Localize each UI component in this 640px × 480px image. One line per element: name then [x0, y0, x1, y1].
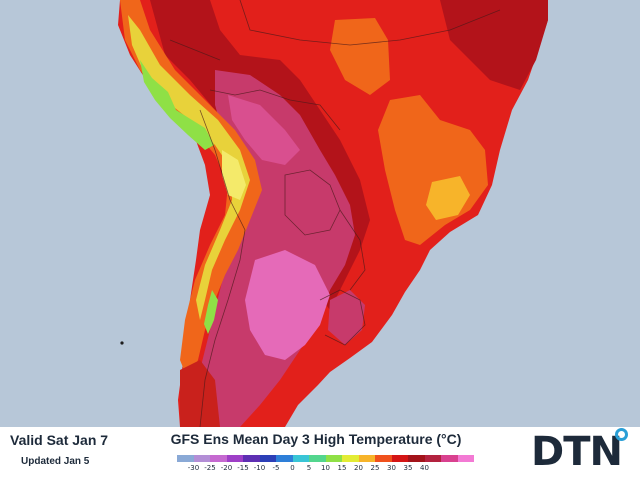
- legend-label: 10: [321, 464, 330, 472]
- legend-swatch: [226, 455, 243, 462]
- dtn-logo: DTN: [531, 429, 623, 475]
- legend-swatch: [342, 455, 359, 462]
- legend-label: -10: [253, 464, 266, 472]
- valid-date: Valid Sat Jan 7: [10, 432, 109, 448]
- legend-swatch: [325, 455, 342, 462]
- legend-swatch: [259, 455, 276, 462]
- legend-label: -15: [237, 464, 249, 472]
- legend-label: 0: [290, 464, 295, 472]
- color-legend: [177, 455, 474, 462]
- legend-label: 15: [337, 464, 347, 472]
- temperature-map: [0, 0, 640, 427]
- legend-swatch: [177, 455, 194, 462]
- legend-swatch: [243, 455, 260, 462]
- region-pink-argentina: [245, 250, 330, 360]
- legend-swatch: [292, 455, 309, 462]
- island-marker: [120, 341, 124, 345]
- country-borders: [169, 0, 501, 427]
- legend-label: -5: [272, 464, 280, 472]
- region-patagonia: [180, 360, 220, 427]
- legend-swatch: [276, 455, 293, 462]
- region-andes-lightyellow: [222, 150, 246, 200]
- legend-label: -30: [187, 464, 200, 472]
- region-orange-central: [330, 18, 390, 95]
- region-andes-green-south: [204, 290, 218, 334]
- legend-swatch: [309, 455, 326, 462]
- region-dark-north: [440, 0, 548, 90]
- region-yellow-brazil: [426, 176, 470, 220]
- map-graphic: [118, 0, 548, 427]
- legend-labels: -30 -25 -20 -15 -10 -5 0 5 10 15 20 25 30 35 40: [177, 464, 474, 476]
- legend-swatch: [210, 455, 227, 462]
- map-title: GFS Ens Mean Day 3 High Temperature (°C): [170, 431, 462, 447]
- legend-label: 40: [420, 464, 429, 472]
- legend-swatch: [193, 455, 210, 462]
- dtn-logo-dot-icon: [615, 428, 628, 441]
- legend-swatch: [457, 455, 474, 462]
- legend-label: 30: [387, 464, 396, 472]
- region-uruguay: [328, 290, 365, 345]
- legend-swatch: [424, 455, 441, 462]
- region-andes-green: [140, 60, 214, 150]
- legend-label: -20: [220, 464, 233, 472]
- legend-label: 35: [403, 464, 413, 472]
- legend-label: -25: [204, 464, 216, 472]
- legend-swatch: [441, 455, 458, 462]
- region-pink-north: [228, 95, 300, 165]
- legend-swatch: [358, 455, 375, 462]
- legend-label: 5: [306, 464, 312, 472]
- legend-swatch: [375, 455, 392, 462]
- map-footer: Valid Sat Jan 7 Updated Jan 5 GFS Ens Me…: [0, 427, 640, 480]
- legend-label: 20: [354, 464, 363, 472]
- legend-swatch: [408, 455, 425, 462]
- legend-label: 25: [370, 464, 380, 472]
- updated-date: Updated Jan 5: [21, 456, 90, 467]
- legend-swatch: [391, 455, 408, 462]
